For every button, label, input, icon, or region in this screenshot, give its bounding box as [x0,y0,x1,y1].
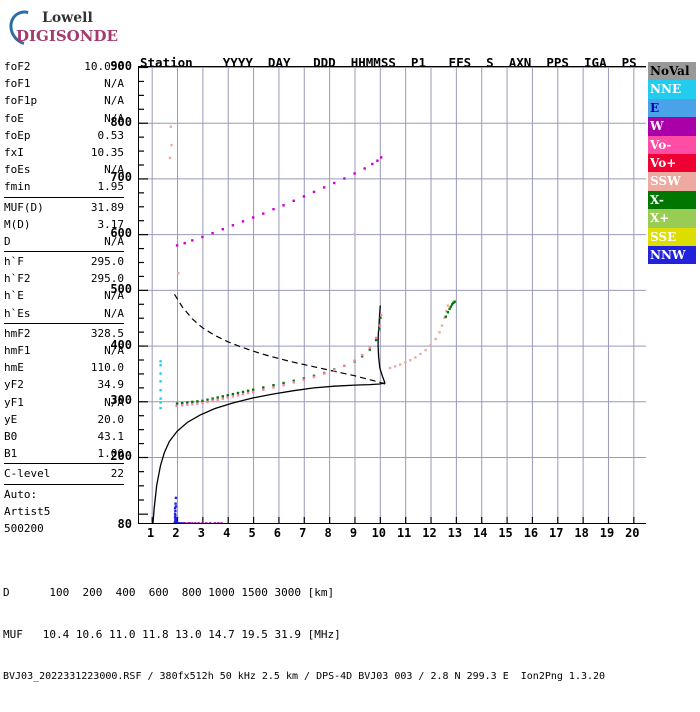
legend-item-label: SSW [650,174,681,188]
param-row: B0 43.1 [4,428,124,445]
legend-item-e[interactable]: E [648,99,696,117]
param-key: M(D) [4,216,31,233]
y-axis-tick-label: 800 [90,115,132,129]
legend-item-label: NNE [650,82,681,96]
legend-item-nne[interactable]: NNE [648,80,696,98]
param-key: yF1 [4,394,24,411]
legend-item-w[interactable]: W [648,117,696,135]
legend-item-label: W [650,119,663,133]
legend-item-label: X- [650,193,664,207]
param-value: 10.35 [91,144,124,161]
param-value: 0.53 [98,127,125,144]
param-key: B1 [4,445,17,462]
param-key: hmE [4,359,24,376]
legend-item-x-[interactable]: X+ [648,209,696,227]
param-key: hmF1 [4,342,31,359]
param-value: 20.0 [98,411,125,428]
footer-info: D 100 200 400 600 800 1000 1500 3000 [km… [3,558,605,712]
param-row: foF1 N/A [4,75,124,92]
param-key: foF2 [4,58,31,75]
param-row: foEp 0.53 [4,127,124,144]
legend-item-noval[interactable]: NoVal [648,62,696,80]
param-row: h`F 295.0 [4,253,124,270]
param-value: 22 [111,465,124,482]
param-value: 295.0 [91,253,124,270]
y-axis-tick-label: 600 [90,226,132,240]
param-divider [4,463,124,464]
param-value: N/A [104,92,124,109]
legend-item-sse[interactable]: SSE [648,228,696,246]
param-row: fxI 10.35 [4,144,124,161]
param-note: Auto: [4,486,124,503]
param-value: N/A [104,305,124,322]
legend-item-label: NNW [650,248,685,262]
legend-item-vo-[interactable]: Vo+ [648,154,696,172]
legend-item-label: X+ [650,211,669,225]
footer-file-row: BVJ03_2022331223000.RSF / 380fx512h 50 k… [3,670,605,684]
param-key: foEs [4,161,31,178]
param-key: C-level [4,465,50,482]
param-row: yF2 34.9 [4,376,124,393]
param-key: hmF2 [4,325,31,342]
param-key: D [4,233,11,250]
param-key: foF1p [4,92,37,109]
param-key: yF2 [4,376,24,393]
param-row: yE 20.0 [4,411,124,428]
legend-item-label: SSE [650,230,676,244]
param-key: yE [4,411,17,428]
legend-item-vo-[interactable]: Vo- [648,136,696,154]
footer-muf-row: MUF 10.4 10.6 11.0 11.8 13.0 14.7 19.5 3… [3,628,605,642]
param-key: fxI [4,144,24,161]
param-key: h`F [4,253,24,270]
lowell-digisonde-logo: Lowell DIGISONDE [6,8,131,48]
x-axis-tick-label: 20 [617,526,647,540]
footer-distance-row: D 100 200 400 600 800 1000 1500 3000 [km… [3,586,605,600]
param-key: MUF(D) [4,199,44,216]
param-value: 110.0 [91,359,124,376]
param-value: 34.9 [98,376,125,393]
param-row: foF1p N/A [4,92,124,109]
logo-digisonde-text: DIGISONDE [16,27,118,45]
ionogram-plot[interactable] [138,66,646,524]
param-row: h`Es N/A [4,305,124,322]
legend-item-x-[interactable]: X- [648,191,696,209]
param-row: C-level 22 [4,465,124,482]
y-axis-tick-label: 400 [90,338,132,352]
param-value: N/A [104,75,124,92]
param-value: 43.1 [98,428,125,445]
y-axis-tick-label: 80 [90,517,132,531]
param-key: h`E [4,287,24,304]
param-key: fmin [4,178,31,195]
param-key: h`F2 [4,270,31,287]
plot-grid [139,67,646,523]
legend-item-label: Vo+ [650,156,676,170]
ionogram-page: Lowell DIGISONDE Station YYYY DAY DDD HH… [0,0,700,600]
param-key: foF1 [4,75,31,92]
param-divider [4,197,124,198]
param-key: foE [4,110,24,127]
legend-item-label: NoVal [650,64,690,78]
logo-lowell-text: Lowell [42,10,93,26]
param-key: foEp [4,127,31,144]
param-divider [4,484,124,485]
legend-item-label: Vo- [650,138,671,152]
y-axis-tick-label: 500 [90,282,132,296]
y-axis-tick-label: 300 [90,393,132,407]
y-axis-tick-label: 700 [90,170,132,184]
param-row: MUF(D) 31.89 [4,199,124,216]
param-key: B0 [4,428,17,445]
param-divider [4,323,124,324]
y-axis-tick-label: 200 [90,449,132,463]
param-divider [4,251,124,252]
y-axis-tick-label: 900 [90,59,132,73]
param-key: h`Es [4,305,31,322]
legend-item-nnw[interactable]: NNW [648,246,696,264]
legend-item-ssw[interactable]: SSW [648,172,696,190]
legend-item-label: E [650,101,659,115]
param-value: 31.89 [91,199,124,216]
param-row: hmE 110.0 [4,359,124,376]
